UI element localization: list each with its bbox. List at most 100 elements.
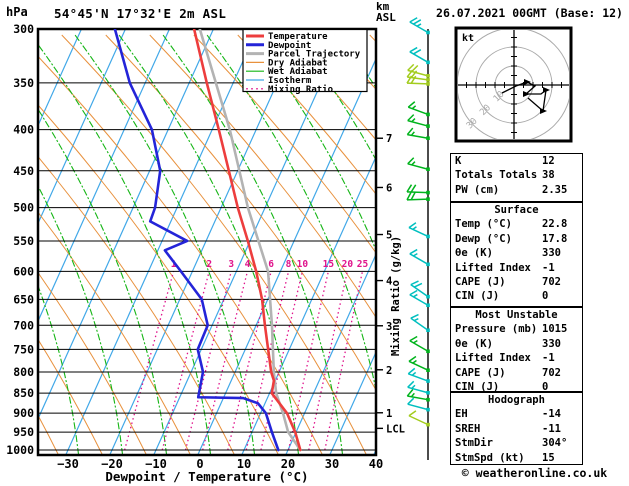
temp-tick-labels: −30 −20 −10 0 10 20 30 40 [57, 457, 383, 471]
wind-barb [410, 280, 430, 299]
stat-value: 15 [542, 451, 555, 464]
legend-item-label: Isotherm [268, 76, 312, 86]
stat-label: CIN (J) [455, 381, 500, 394]
km-axis: 7 6 5 4 3 2 1 LCL [376, 133, 405, 435]
pressure-tick-label: 550 [13, 234, 34, 248]
dewpoint-curve [113, 29, 280, 452]
stat-value: 0 [542, 290, 549, 303]
pressure-tick-label: 800 [13, 365, 34, 379]
pressure-tick-label: 1000 [6, 443, 34, 457]
km-tick-label: 2 [386, 365, 392, 377]
altitude-unit-asl: ASL [376, 11, 396, 24]
mixing-ratio-axis-label-g: Mixing Ratio (g/kg) [390, 236, 402, 356]
stat-label: K [455, 155, 462, 167]
stat-row: CIN (J) 0 [451, 380, 582, 394]
wind-barb [406, 127, 430, 141]
pressure-tick-label: 900 [13, 406, 34, 420]
stat-value: -11 [542, 422, 561, 435]
stat-label: StmSpd (kt) [455, 451, 525, 464]
stat-row: θe (K) 330 [451, 246, 582, 260]
stat-label: θe (K) [455, 247, 493, 260]
stat-value: 702 [542, 276, 561, 289]
legend-item-label: Mixing Ratio [268, 84, 333, 95]
stats-section-title: Most Unstable [475, 309, 558, 321]
km-tick-label: 7 [386, 133, 392, 145]
temp-tick-label: −10 [145, 457, 167, 471]
stat-value: 702 [542, 366, 561, 379]
stat-row: Temp (°C) 22.8 [451, 217, 582, 231]
wind-barb [406, 75, 430, 86]
wind-barb [409, 289, 430, 308]
stat-label: SREH [455, 422, 481, 435]
stat-value: 17.8 [542, 232, 568, 245]
wind-barb [407, 101, 430, 117]
stat-row: PW (cm) 2.35 [451, 183, 582, 197]
stat-value: 12 [542, 155, 555, 167]
mixing-ratio-labels: 1 2 3 4 6 8 10 15 20 25 [171, 259, 369, 270]
stat-value: 22.8 [542, 218, 568, 231]
temp-tick-label: 30 [325, 457, 339, 471]
altitude-unit-label: km ASL [376, 1, 396, 23]
pressure-tick-label: 700 [13, 318, 34, 332]
pressure-tick-label: 600 [13, 264, 34, 278]
km-tick-label: 6 [386, 182, 392, 194]
legend-item-label: Wet Adiabat [268, 66, 328, 77]
stat-value: 38 [542, 169, 555, 182]
stat-label: StmDir [455, 437, 493, 450]
isotherms [38, 29, 376, 455]
wind-barb [409, 46, 430, 65]
pressure-tick-label: 300 [13, 22, 34, 36]
mixing-ratio-value-label: 20 [342, 259, 354, 270]
stat-value: 304° [542, 437, 568, 450]
stats-section-title: Surface [494, 204, 539, 216]
wind-barb [409, 17, 430, 35]
mixing-ratio-axis-label: Mixing Ratio (g/kg) [390, 236, 402, 356]
copyright: © weatheronline.co.uk [461, 466, 608, 480]
temp-tick-label: 20 [281, 457, 295, 471]
stat-label: Totals Totals [455, 169, 538, 182]
stat-row: StmSpd (kt) 15 [451, 451, 582, 465]
stats-section: Surface Temp (°C) 22.8 Dewp (°C) 17.8 θe (K) 3… [450, 202, 583, 307]
legend-item-label: Temperature [268, 32, 328, 42]
wind-barb [408, 222, 430, 239]
wind-barb [409, 248, 430, 267]
pressure-unit-label: hPa [6, 5, 28, 19]
stat-value: 0 [542, 381, 549, 394]
km-tick-label: 1 [386, 408, 392, 420]
stat-row: StmDir 304° [451, 436, 582, 450]
mixing-ratio-value-label: 15 [323, 259, 335, 270]
wind-barb [407, 157, 430, 172]
stat-label: Temp (°C) [455, 218, 512, 231]
stat-label: Pressure (mb) [455, 323, 538, 336]
stat-row: K 12 [451, 154, 582, 168]
stat-value: -1 [542, 261, 555, 274]
hodograph-unit-label: kt [462, 33, 474, 44]
wind-barb [408, 410, 430, 427]
wind-barb [406, 191, 430, 201]
stat-label: CIN (J) [455, 290, 500, 303]
pressure-tick-label: 500 [13, 201, 34, 215]
temperature-curve [192, 29, 302, 452]
legend-item-label: Dry Adiabat [268, 57, 328, 68]
stats-section: Most Unstable Pressure (mb) 1015 θe (K) 330 L… [450, 307, 583, 394]
temp-tick-label: 0 [196, 457, 203, 471]
stat-row: CAPE (J) 702 [451, 275, 582, 289]
wind-barb-column [406, 17, 430, 460]
stat-value: 330 [542, 337, 561, 350]
pressure-tick-label: 850 [13, 386, 34, 400]
pressure-tick-labels: 300 350 400 450 500 550 600 650 700 750 800 850 900 9… [6, 22, 34, 457]
station-title: 54°45'N 17°32'E 2m ASL [54, 6, 227, 21]
mixing-ratio-lines [124, 271, 364, 451]
stat-value: 2.35 [542, 183, 568, 196]
temp-axis-title-g: Dewpoint / Temperature (°C) [105, 469, 308, 484]
wind-barb [408, 355, 430, 373]
datetime-title: 26.07.2021 00GMT (Base: 12) [436, 6, 623, 20]
plot-border [36, 27, 378, 457]
pressure-tick-label: 650 [13, 292, 34, 306]
stat-row: EH -14 [451, 407, 582, 421]
stat-value: 330 [542, 247, 561, 260]
wind-barb [410, 313, 430, 333]
stat-label: Dewp (°C) [455, 232, 512, 245]
mixing-ratio-value-label: 1 [171, 259, 177, 270]
stat-row: SREH -11 [451, 422, 582, 436]
